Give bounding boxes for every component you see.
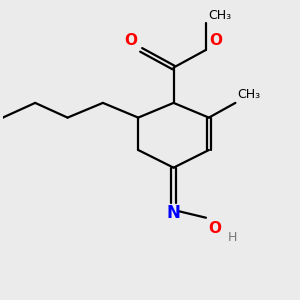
- Text: CH₃: CH₃: [238, 88, 261, 101]
- Text: O: O: [209, 33, 222, 48]
- Text: N: N: [167, 205, 181, 223]
- Text: H: H: [228, 231, 237, 244]
- Text: O: O: [124, 33, 138, 48]
- Text: CH₃: CH₃: [208, 9, 231, 22]
- Text: O: O: [208, 221, 221, 236]
